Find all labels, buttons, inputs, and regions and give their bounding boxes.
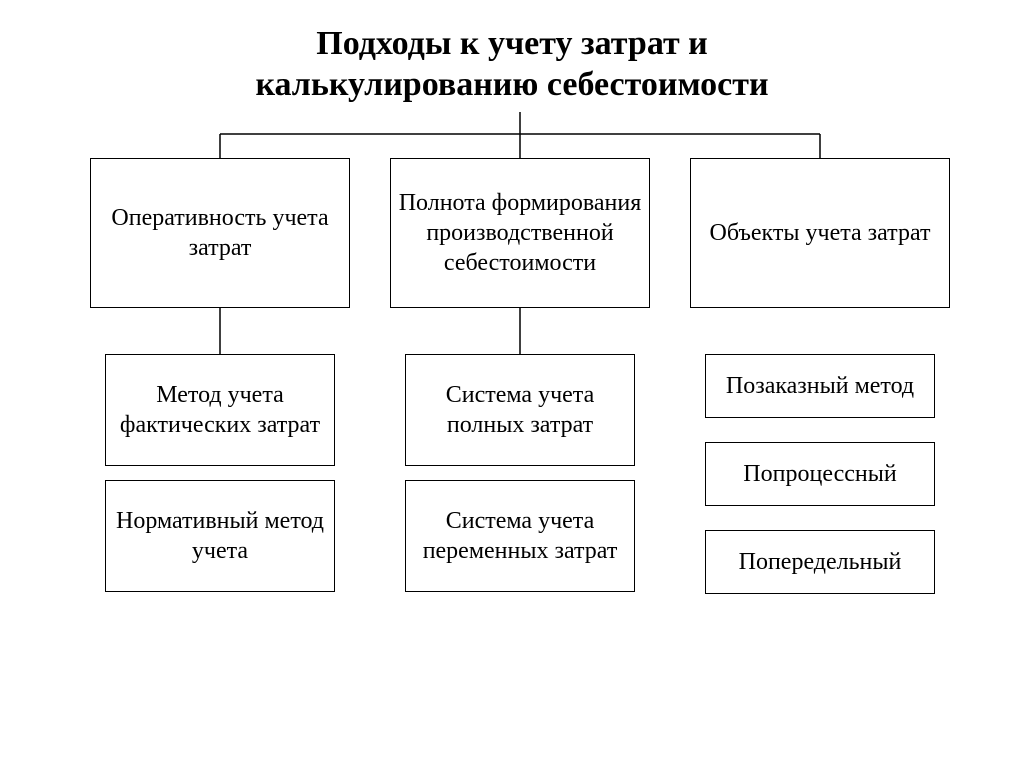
method-process: Попроцессный [705,442,935,506]
method-normative: Нормативный метод учета [105,480,335,592]
category-operativeness-label: Оперативность учета затрат [97,203,343,263]
title-line2: калькулированию себестоимости [255,66,768,103]
method-actual-costs: Метод учета фактических затрат [105,354,335,466]
method-job-order: Позаказный метод [705,354,935,418]
system-full-costs-label: Система учета полных затрат [412,380,628,440]
method-stage-label: Попередельный [739,547,902,577]
method-actual-costs-label: Метод учета фактических затрат [112,380,328,440]
category-objects-label: Объекты учета затрат [710,218,931,248]
category-objects: Объекты учета затрат [690,158,950,308]
diagram-title: Подходы к учету затрат и калькулированию… [0,24,1024,106]
category-completeness-label: Полнота формирования производственной се… [397,188,643,278]
category-completeness: Полнота формирования производственной се… [390,158,650,308]
method-normative-label: Нормативный метод учета [112,506,328,566]
method-process-label: Попроцессный [743,459,896,489]
system-variable-costs-label: Система учета переменных затрат [412,506,628,566]
method-job-order-label: Позаказный метод [726,371,914,401]
method-stage: Попередельный [705,530,935,594]
title-line1: Подходы к учету затрат и [316,25,707,62]
system-full-costs: Система учета полных затрат [405,354,635,466]
system-variable-costs: Система учета переменных затрат [405,480,635,592]
category-operativeness: Оперативность учета затрат [90,158,350,308]
